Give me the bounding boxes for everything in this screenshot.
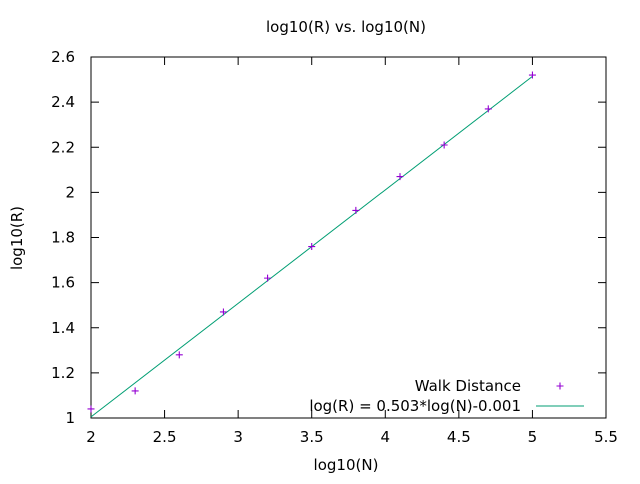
data-point xyxy=(528,71,536,79)
data-point xyxy=(131,387,139,395)
x-tick-label: 4 xyxy=(381,428,391,446)
x-tick-label: 5 xyxy=(528,428,538,446)
y-tick-label: 1.8 xyxy=(51,229,75,247)
y-tick-label: 1.2 xyxy=(51,364,75,382)
x-tick-label: 3.5 xyxy=(300,428,324,446)
y-tick-label: 1 xyxy=(65,409,75,427)
legend-marker-walk-distance xyxy=(556,382,564,390)
y-tick-label: 1.6 xyxy=(51,274,75,292)
plot-layer: 2 2.5 3 3.5 4 4.5 5 5.5 1 1.2 1.4 1.6 1.8 2 2.2 2.4 2.6 W… xyxy=(51,48,618,446)
y-tick-label: 1.4 xyxy=(51,319,75,337)
y-tick-label: 2.6 xyxy=(51,48,75,66)
y-axis-label: log10(R) xyxy=(8,206,26,270)
y-tick-label: 2.4 xyxy=(51,93,75,111)
x-tick-label: 3 xyxy=(233,428,243,446)
data-point xyxy=(308,243,316,251)
x-tick-label: 5.5 xyxy=(594,428,618,446)
x-tick-label: 2.5 xyxy=(153,428,177,446)
x-tick-label: 2 xyxy=(86,428,96,446)
chart-title: log10(R) vs. log10(N) xyxy=(266,18,426,36)
y-tick-label: 2.2 xyxy=(51,138,75,156)
y-tick-label: 2 xyxy=(65,183,75,201)
data-point xyxy=(352,206,360,214)
data-point xyxy=(440,141,448,149)
data-point xyxy=(484,105,492,113)
data-point xyxy=(264,274,272,282)
data-point xyxy=(396,173,404,181)
data-point xyxy=(87,405,95,413)
data-point xyxy=(175,351,183,359)
legend-label-fit: log(R) = 0.503*log(N)-0.001 xyxy=(309,397,521,415)
plot-frame xyxy=(90,56,607,419)
data-point xyxy=(219,308,227,316)
x-tick-label: 4.5 xyxy=(447,428,471,446)
x-axis-label: log10(N) xyxy=(314,456,379,474)
legend-label-walk-distance: Walk Distance xyxy=(415,377,521,395)
